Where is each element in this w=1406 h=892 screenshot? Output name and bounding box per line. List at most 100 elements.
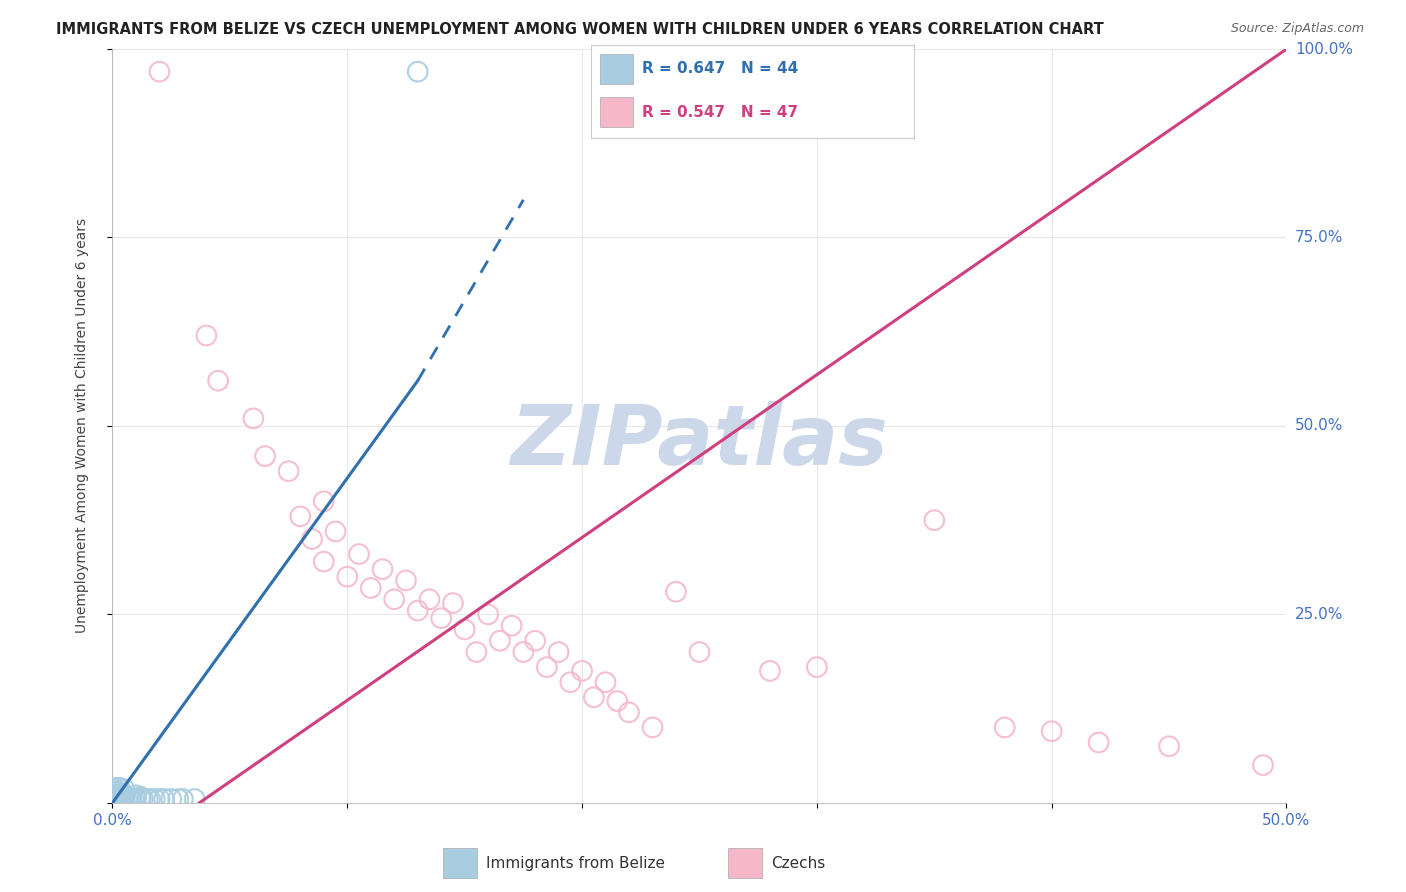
Point: [118, 792, 141, 806]
Point: [560, 675, 582, 690]
Point: [312, 494, 335, 508]
Point: [325, 524, 347, 539]
Point: [103, 792, 125, 806]
Point: [582, 690, 605, 705]
Point: [665, 584, 688, 599]
Point: [371, 562, 394, 576]
Point: [418, 592, 440, 607]
Point: [112, 782, 135, 797]
Point: [104, 782, 127, 797]
Point: [125, 792, 148, 806]
Point: [347, 547, 370, 561]
Point: [183, 792, 205, 806]
Point: [688, 645, 710, 659]
Point: [129, 789, 152, 804]
Point: [136, 792, 159, 806]
Point: [195, 328, 218, 343]
Point: [477, 607, 499, 622]
Point: [759, 664, 782, 678]
Point: [501, 618, 523, 632]
Point: [453, 623, 475, 637]
Point: [105, 789, 128, 804]
Point: [360, 581, 382, 595]
Point: [1087, 735, 1109, 749]
Point: [104, 789, 127, 803]
Point: [120, 792, 142, 806]
Point: [153, 792, 176, 806]
Point: [112, 792, 135, 806]
Point: [167, 792, 190, 806]
Point: [111, 792, 134, 806]
Point: [111, 789, 134, 803]
Point: [312, 555, 335, 569]
Point: [290, 509, 312, 524]
Point: [143, 792, 166, 806]
Text: 75.0%: 75.0%: [1295, 230, 1343, 245]
Point: [1159, 739, 1181, 754]
Text: Czechs: Czechs: [770, 855, 825, 871]
Point: [207, 374, 229, 388]
Point: [441, 596, 464, 610]
Point: [595, 675, 617, 690]
Y-axis label: Unemployment Among Women with Children Under 6 years: Unemployment Among Women with Children U…: [75, 219, 89, 633]
Point: [105, 789, 128, 803]
Text: R = 0.547   N = 47: R = 0.547 N = 47: [643, 104, 799, 120]
Point: [122, 792, 145, 806]
Point: [104, 792, 127, 806]
Point: [301, 532, 323, 546]
Point: [108, 787, 131, 801]
Point: [395, 574, 418, 588]
Point: [105, 784, 128, 798]
Point: [115, 792, 138, 806]
Bar: [443, 848, 477, 878]
Point: [406, 604, 429, 618]
Point: [430, 611, 453, 625]
Text: Immigrants from Belize: Immigrants from Belize: [486, 855, 665, 871]
Point: [105, 784, 128, 798]
Point: [465, 645, 488, 659]
Point: [103, 789, 125, 803]
Bar: [600, 54, 633, 84]
Point: [132, 792, 155, 806]
Point: [105, 792, 128, 806]
Point: [112, 789, 135, 803]
Point: [524, 633, 547, 648]
Text: Source: ZipAtlas.com: Source: ZipAtlas.com: [1230, 22, 1364, 36]
Text: ZIPatlas: ZIPatlas: [510, 401, 889, 482]
Point: [922, 513, 945, 527]
Point: [104, 792, 127, 806]
Point: [382, 592, 405, 607]
Point: [129, 792, 152, 806]
Point: [148, 64, 170, 78]
Point: [108, 789, 131, 804]
Point: [489, 633, 512, 648]
Bar: [600, 97, 633, 127]
Text: 100.0%: 100.0%: [1295, 42, 1353, 56]
Point: [606, 694, 628, 708]
Point: [1040, 724, 1063, 739]
Point: [103, 792, 125, 806]
Point: [254, 449, 277, 463]
Point: [104, 789, 127, 804]
Text: IMMIGRANTS FROM BELIZE VS CZECH UNEMPLOYMENT AMONG WOMEN WITH CHILDREN UNDER 6 Y: IMMIGRANTS FROM BELIZE VS CZECH UNEMPLOY…: [56, 22, 1104, 37]
Text: R = 0.647   N = 44: R = 0.647 N = 44: [643, 62, 799, 77]
Point: [806, 660, 828, 674]
Point: [336, 570, 359, 584]
Point: [104, 787, 127, 801]
Point: [108, 792, 131, 806]
Point: [172, 792, 194, 806]
Point: [277, 464, 299, 478]
Point: [125, 789, 148, 803]
Point: [536, 660, 558, 674]
Bar: [728, 848, 762, 878]
Point: [242, 411, 264, 425]
Point: [547, 645, 569, 659]
Point: [105, 792, 128, 806]
Point: [617, 706, 640, 720]
Point: [108, 780, 131, 795]
Point: [148, 792, 170, 806]
Text: 25.0%: 25.0%: [1295, 607, 1343, 622]
Point: [1251, 758, 1274, 772]
Point: [994, 721, 1017, 735]
Point: [406, 64, 429, 78]
